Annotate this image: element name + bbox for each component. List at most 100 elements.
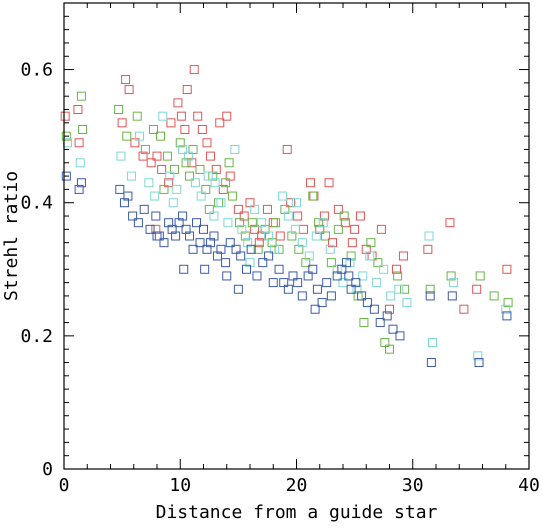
data-point bbox=[446, 271, 456, 281]
data-point bbox=[503, 298, 513, 308]
data-point bbox=[124, 85, 134, 95]
data-point bbox=[240, 231, 250, 241]
data-point bbox=[385, 304, 394, 314]
data-point bbox=[321, 231, 331, 241]
data-point bbox=[501, 304, 511, 314]
data-point bbox=[205, 151, 215, 161]
data-point bbox=[308, 191, 318, 201]
data-point bbox=[119, 198, 129, 208]
data-point bbox=[164, 178, 174, 188]
data-point bbox=[280, 204, 290, 214]
data-point bbox=[372, 278, 382, 288]
data-point bbox=[221, 258, 231, 268]
data-point bbox=[164, 218, 174, 228]
data-point bbox=[317, 298, 327, 308]
data-point bbox=[319, 211, 329, 221]
data-point bbox=[233, 284, 243, 294]
data-point bbox=[216, 198, 226, 208]
data-point bbox=[237, 224, 247, 234]
data-point bbox=[340, 218, 350, 228]
data-point bbox=[200, 264, 210, 274]
data-point bbox=[257, 231, 267, 241]
series-3 bbox=[62, 111, 511, 361]
data-point bbox=[151, 224, 161, 234]
data-point bbox=[292, 198, 301, 208]
data-point bbox=[344, 271, 354, 281]
data-point bbox=[376, 224, 386, 234]
data-point bbox=[209, 211, 219, 221]
ticks-layer bbox=[63, 2, 530, 470]
data-point bbox=[162, 151, 172, 161]
data-point bbox=[173, 98, 183, 108]
series-4 bbox=[61, 171, 512, 367]
y-axis-label: Strehl ratio bbox=[1, 171, 22, 301]
data-point bbox=[373, 258, 383, 268]
data-point bbox=[158, 111, 168, 121]
plot-frame bbox=[63, 2, 530, 470]
data-point bbox=[290, 224, 300, 234]
data-point bbox=[222, 271, 232, 281]
data-point bbox=[61, 131, 71, 141]
data-point bbox=[76, 91, 86, 101]
data-point bbox=[202, 244, 212, 254]
data-point bbox=[298, 224, 308, 234]
data-point bbox=[318, 218, 328, 228]
data-point bbox=[231, 244, 241, 254]
data-point bbox=[257, 218, 267, 228]
data-point bbox=[61, 171, 71, 181]
data-point bbox=[245, 258, 255, 268]
data-point bbox=[204, 204, 214, 214]
data-point bbox=[375, 318, 385, 328]
data-point bbox=[114, 105, 124, 115]
data-point bbox=[447, 291, 457, 301]
data-point bbox=[268, 218, 278, 228]
data-point bbox=[402, 298, 412, 308]
data-point bbox=[386, 291, 396, 301]
data-point bbox=[361, 244, 371, 254]
data-point bbox=[382, 311, 392, 321]
x-tick-label: 30 bbox=[402, 475, 424, 496]
data-point bbox=[293, 278, 303, 288]
data-point bbox=[472, 284, 482, 294]
data-point bbox=[157, 164, 167, 174]
data-point bbox=[210, 178, 220, 188]
data-point bbox=[215, 118, 225, 128]
data-point bbox=[385, 344, 394, 354]
data-point bbox=[190, 178, 200, 188]
data-point bbox=[339, 211, 349, 221]
data-point bbox=[211, 164, 221, 174]
data-point bbox=[310, 304, 320, 314]
data-point bbox=[209, 231, 219, 241]
data-point bbox=[221, 178, 231, 188]
data-point bbox=[159, 184, 169, 194]
data-point bbox=[151, 211, 161, 221]
data-point bbox=[130, 138, 140, 148]
data-point bbox=[304, 251, 314, 261]
data-point bbox=[346, 284, 356, 294]
data-point bbox=[326, 291, 336, 301]
data-point bbox=[252, 271, 262, 281]
data-point bbox=[459, 304, 469, 314]
data-point bbox=[275, 231, 285, 241]
data-point bbox=[394, 284, 404, 294]
data-point bbox=[74, 138, 84, 148]
data-point bbox=[155, 131, 165, 141]
data-point bbox=[489, 291, 499, 301]
data-point bbox=[152, 151, 162, 161]
data-point bbox=[75, 158, 85, 168]
y-tick-label: 0.6 bbox=[20, 60, 53, 81]
x-tick-label: 10 bbox=[169, 475, 191, 496]
data-point bbox=[181, 158, 191, 168]
data-point bbox=[260, 224, 270, 234]
data-point bbox=[193, 111, 203, 121]
data-point bbox=[181, 224, 191, 234]
data-point bbox=[133, 218, 143, 228]
data-point bbox=[379, 264, 389, 274]
data-point bbox=[315, 224, 325, 234]
data-point bbox=[222, 111, 232, 121]
data-point bbox=[182, 85, 192, 95]
data-point bbox=[203, 171, 213, 181]
data-point bbox=[347, 238, 357, 248]
data-point bbox=[185, 171, 195, 181]
